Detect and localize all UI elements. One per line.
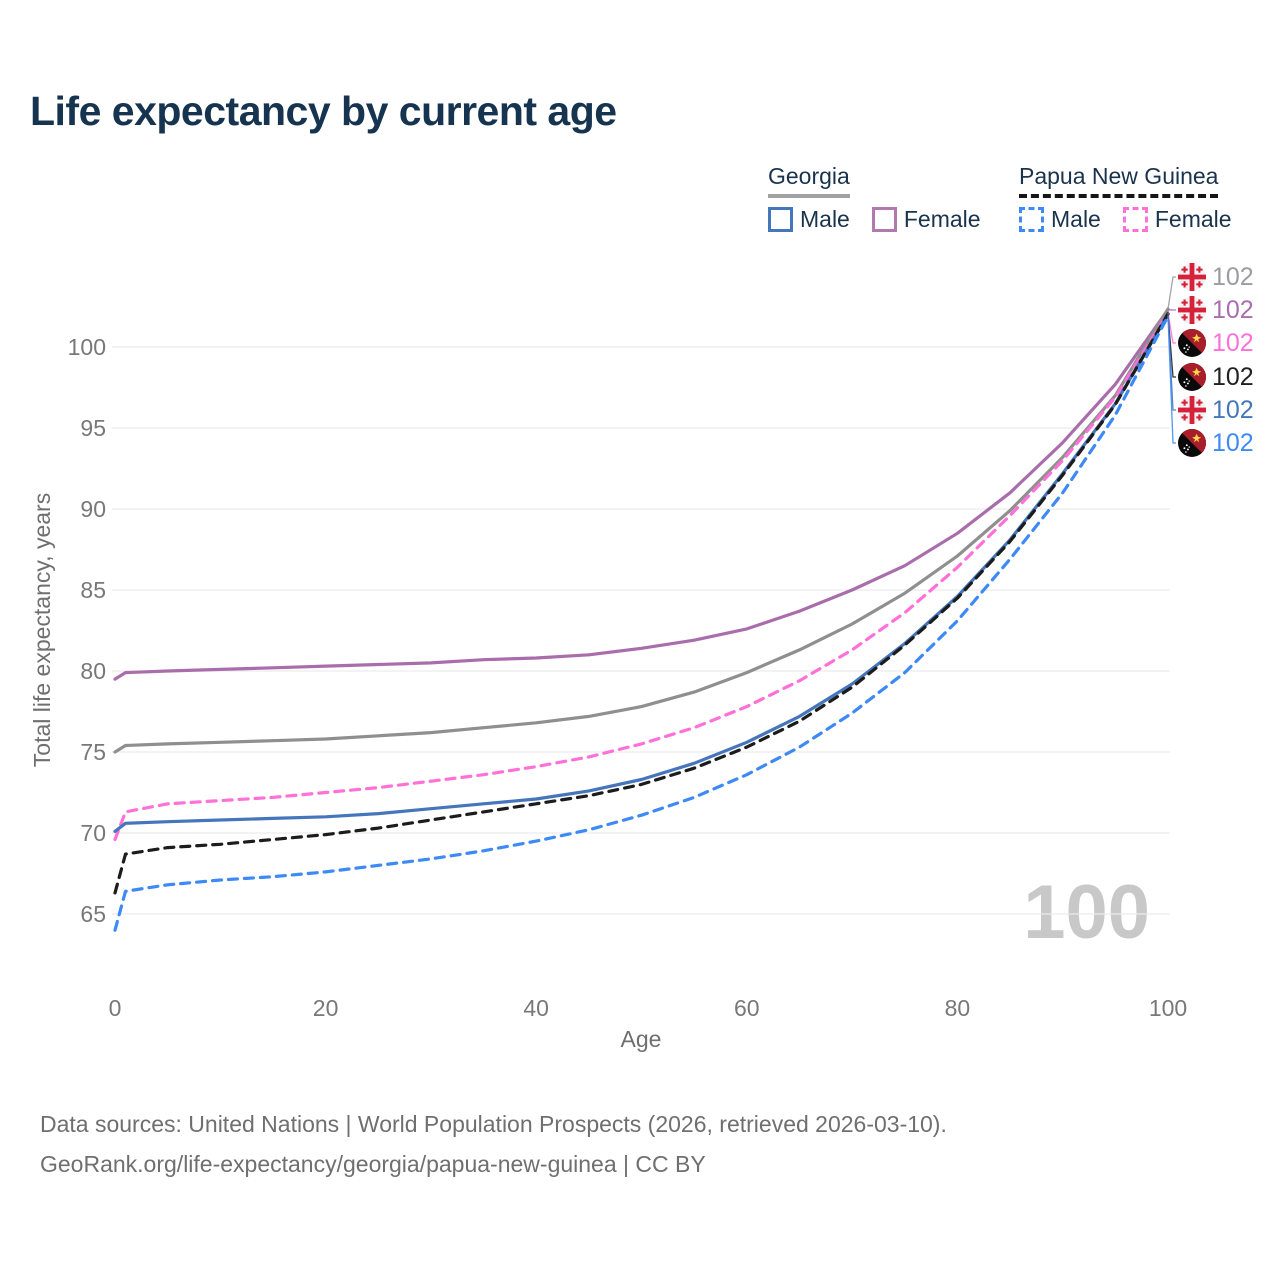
y-tick-label-85: 85 [80, 577, 106, 603]
y-axis-title: Total life expectancy, years [29, 492, 55, 768]
end-label-connector [1167, 312, 1176, 344]
x-tick-label-60: 60 [734, 995, 760, 1021]
series-line-papua-new-guinea-male[interactable] [113, 314, 1170, 932]
page-title: Life expectancy by current age [30, 88, 617, 134]
y-tick-label-90: 90 [80, 496, 106, 522]
legend-swatch-png-male[interactable] [1019, 207, 1044, 232]
series-line-papua-new-guinea-female[interactable] [113, 311, 1170, 842]
series-line-papua-new-guinea-both-sexes[interactable] [113, 312, 1170, 895]
series-line-georgia-male[interactable] [113, 313, 1170, 834]
legend-title-papua-new-guinea: Papua New Guinea [1019, 163, 1219, 198]
x-tick-label-0: 0 [109, 995, 122, 1021]
series-line-georgia-both-sexes[interactable] [113, 307, 1170, 754]
legend-title-georgia: Georgia [768, 163, 850, 198]
end-label-connector [1167, 276, 1176, 310]
legend-group-georgia: Georgia Male Female [768, 163, 1003, 233]
attribution-line: GeoRank.org/life-expectancy/georgia/papu… [40, 1151, 706, 1177]
x-tick-label-80: 80 [945, 995, 971, 1021]
x-axis-title: Age [620, 1026, 662, 1052]
footer: Data sources: United Nations | World Pop… [40, 1104, 947, 1184]
x-tick-label-40: 40 [523, 995, 549, 1021]
y-tick-label-75: 75 [80, 739, 106, 765]
y-tick-label-65: 65 [80, 901, 106, 927]
y-tick-label-80: 80 [80, 658, 106, 684]
legend-label-png-male[interactable]: Male [1051, 206, 1101, 232]
y-tick-label-95: 95 [80, 415, 106, 441]
x-tick-label-20: 20 [313, 995, 339, 1021]
legend-swatch-georgia-male[interactable] [768, 207, 793, 232]
legend-label-png-female[interactable]: Female [1154, 206, 1232, 232]
legend-label-georgia-male[interactable]: Male [800, 206, 850, 232]
legend-label-georgia-female[interactable]: Female [903, 206, 981, 232]
end-label-connector [1167, 316, 1176, 444]
series-line-georgia-female[interactable] [113, 308, 1170, 681]
y-tick-label-100: 100 [68, 334, 106, 360]
age-watermark: 100 [1023, 870, 1150, 955]
data-sources-line: Data sources: United Nations | World Pop… [40, 1111, 947, 1137]
legend-swatch-georgia-female[interactable] [871, 207, 897, 232]
x-tick-label-100: 100 [1149, 995, 1187, 1021]
legend-group-papua-new-guinea: Papua New Guinea Male Female [1019, 163, 1254, 233]
y-tick-label-70: 70 [80, 820, 106, 846]
legend-swatch-png-female[interactable] [1122, 207, 1148, 232]
